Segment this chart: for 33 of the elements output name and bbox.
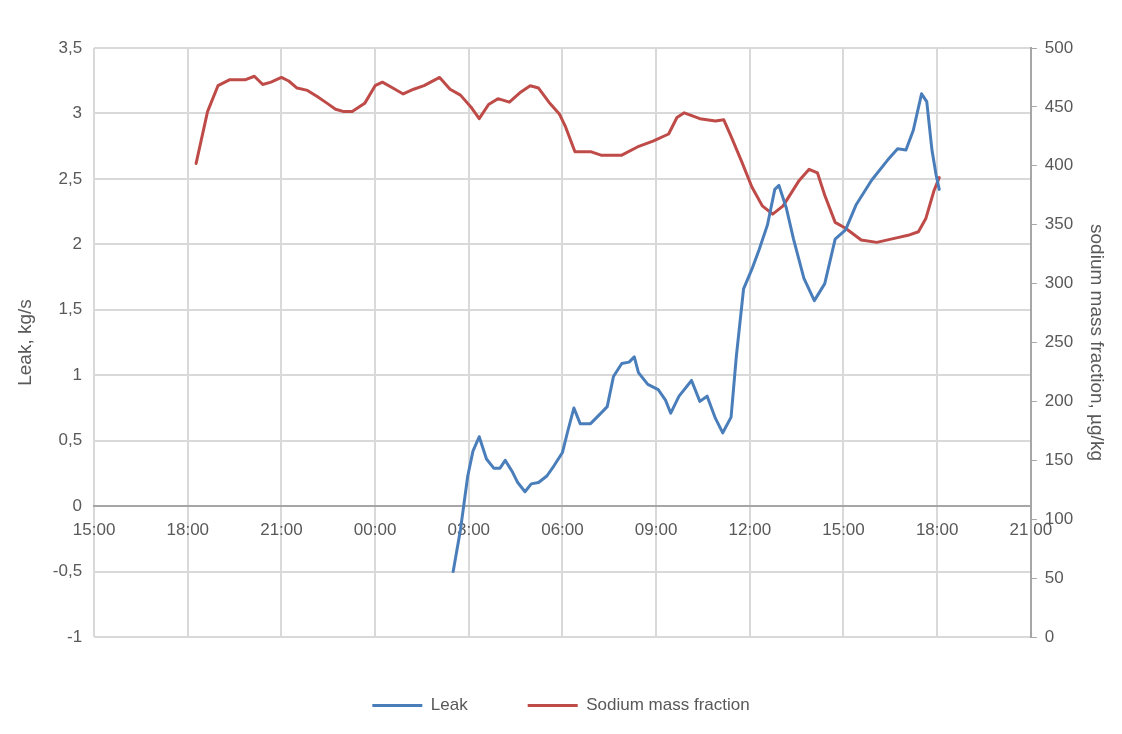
y2-tick-label: 350	[1044, 214, 1074, 234]
y2-tick-label: 50	[1044, 567, 1064, 587]
y2-tick-label: 150	[1044, 449, 1074, 469]
x-tick-label: 09:00	[634, 520, 678, 539]
y-tick-label: 3	[72, 103, 83, 123]
y-tick-label: 2,5	[58, 168, 83, 188]
y-tick-label: 2	[72, 234, 83, 254]
x-tick-label: 21:00	[260, 520, 303, 539]
y-tick-label: -0,5	[52, 561, 83, 581]
x-tick-label: 18:00	[915, 520, 959, 539]
x-tick-label: 06:00	[541, 520, 584, 539]
y-tick-label: 0	[72, 495, 83, 515]
y2-tick-label: 400	[1044, 155, 1074, 175]
y-tick-label: 1	[72, 364, 83, 384]
y2-tick-label: 300	[1044, 273, 1074, 293]
y2-axis-title: sodium mass fraction, µg/kg	[1087, 224, 1109, 461]
y-tick-label: 3,5	[58, 37, 83, 57]
y2-tick-label: 0	[1044, 626, 1055, 646]
legend-label: Sodium mass fraction	[586, 695, 750, 715]
y2-tick-label: 250	[1044, 332, 1074, 352]
y-axis-title: Leak, kg/s	[13, 299, 35, 386]
y2-tick-label: 450	[1044, 96, 1074, 116]
y2-tick-label: 500	[1044, 37, 1074, 57]
y-tick-label: 1,5	[58, 299, 83, 319]
x-tick-label: 15:00	[822, 520, 865, 539]
y-tick-label: 0,5	[58, 430, 83, 450]
x-tick-label: 00:00	[353, 520, 397, 539]
legend-label: Leak	[430, 695, 469, 715]
x-tick-label: 15:00	[72, 520, 116, 539]
x-tick-label: 12:00	[728, 520, 772, 539]
y-tick-label: -1	[66, 626, 83, 646]
x-tick-label: 18:00	[166, 520, 210, 539]
y2-tick-label: 200	[1044, 391, 1074, 411]
